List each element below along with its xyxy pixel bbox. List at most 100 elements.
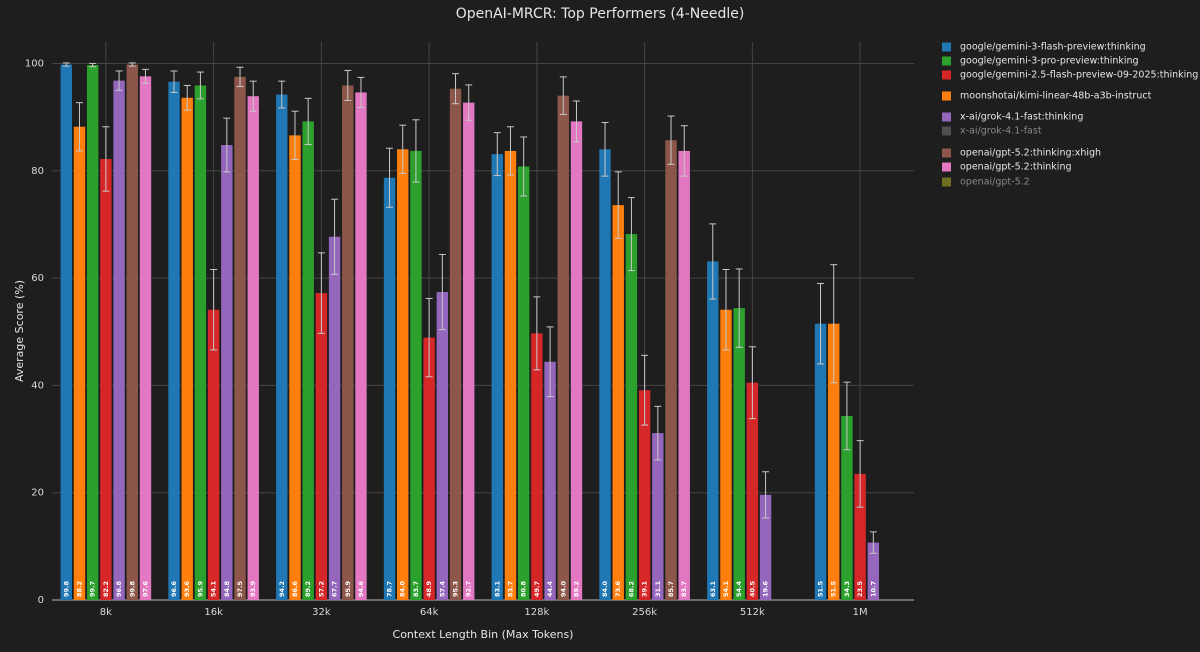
bar <box>168 81 180 600</box>
legend-label[interactable]: moonshotai/kimi-linear-48b-a3b-instruct <box>960 91 1152 102</box>
legend-label[interactable]: openai/gpt-5.2:thinking:xhigh <box>960 148 1101 159</box>
data-label: 73.6 <box>614 580 622 597</box>
data-label: 40.5 <box>748 580 756 597</box>
bar <box>194 85 207 601</box>
y-tick-label: 60 <box>31 273 44 284</box>
bar <box>665 140 677 601</box>
data-label: 54.1 <box>210 580 218 597</box>
x-tick-label: 16k <box>204 607 223 618</box>
data-label: 80.8 <box>520 580 528 597</box>
bar <box>463 102 475 600</box>
x-tick-label: 128k <box>524 607 549 618</box>
x-tick-label: 8k <box>100 607 112 618</box>
bar <box>423 337 435 600</box>
bar <box>814 323 827 600</box>
bar <box>449 88 462 601</box>
data-label: 97.5 <box>236 580 244 597</box>
data-label: 78.7 <box>386 581 394 597</box>
data-label: 84.0 <box>399 580 407 597</box>
data-label: 57.2 <box>317 581 325 597</box>
legend-swatch[interactable] <box>942 56 951 66</box>
x-tick-label: 32k <box>312 607 331 618</box>
legend-label[interactable]: openai/gpt-5.2:thinking <box>960 162 1072 173</box>
bar <box>867 542 880 600</box>
data-label: 99.7 <box>89 581 97 597</box>
data-label: 94.0 <box>559 580 567 597</box>
bar <box>531 333 543 600</box>
data-label: 89.2 <box>304 581 312 597</box>
data-label: 84.8 <box>223 580 231 597</box>
legend-label[interactable]: google/gemini-2.5-flash-preview-09-2025:… <box>960 70 1198 81</box>
bar <box>100 158 112 600</box>
data-label: 44.4 <box>546 580 554 597</box>
legend-swatch[interactable] <box>942 177 951 187</box>
legend-swatch[interactable] <box>942 42 951 52</box>
bar <box>720 309 732 600</box>
data-label: 84.0 <box>601 580 609 597</box>
data-label: 23.5 <box>856 580 864 597</box>
bar <box>828 323 840 600</box>
data-label: 39.1 <box>641 580 649 597</box>
data-label: 92.7 <box>465 581 473 597</box>
data-label: 51.5 <box>817 580 825 597</box>
legend-swatch[interactable] <box>942 70 951 80</box>
legend-swatch[interactable] <box>942 91 951 101</box>
bar <box>504 150 517 601</box>
data-label: 96.8 <box>115 580 123 597</box>
bar <box>289 135 301 600</box>
bar <box>342 85 354 601</box>
bar <box>612 205 624 600</box>
legend-label[interactable]: x-ai/grok-4.1-fast <box>960 126 1042 137</box>
bar <box>599 149 611 601</box>
data-label: 67.7 <box>331 581 339 597</box>
data-label: 34.3 <box>843 581 851 597</box>
bar <box>491 154 503 600</box>
bar <box>544 361 556 600</box>
data-label: 95.3 <box>452 581 460 597</box>
bar <box>221 145 233 600</box>
bar <box>638 390 651 600</box>
chart-title: OpenAI-MRCR: Top Performers (4-Needle) <box>456 6 745 22</box>
bar <box>557 95 569 601</box>
data-label: 63.1 <box>709 580 717 597</box>
data-label: 97.6 <box>141 580 149 597</box>
data-label: 95.9 <box>196 580 204 597</box>
data-label: 57.4 <box>438 580 446 597</box>
x-tick-label: 64k <box>420 607 439 618</box>
data-label: 68.2 <box>627 581 635 597</box>
data-label: 83.7 <box>412 581 420 597</box>
legend-swatch[interactable] <box>942 112 951 122</box>
legend-swatch[interactable] <box>942 148 951 158</box>
legend-label[interactable]: x-ai/grok-4.1-fast:thinking <box>960 112 1083 123</box>
data-label: 85.7 <box>667 581 675 597</box>
data-label: 31.1 <box>654 580 662 597</box>
bar <box>410 150 422 601</box>
legend-label[interactable]: openai/gpt-5.2 <box>960 177 1030 188</box>
bar <box>759 494 772 600</box>
data-label: 49.7 <box>533 581 541 597</box>
bar <box>139 76 152 601</box>
bar <box>73 126 86 601</box>
data-label: 54.1 <box>722 580 730 597</box>
data-label: 88.2 <box>75 581 83 597</box>
bar <box>397 149 409 601</box>
legend-label[interactable]: google/gemini-3-flash-preview:thinking <box>960 42 1146 53</box>
x-tick-label: 1M <box>853 607 868 618</box>
bar <box>707 261 719 600</box>
bar <box>247 96 259 601</box>
legend-label[interactable]: google/gemini-3-pro-preview:thinking <box>960 56 1139 67</box>
bar <box>652 433 664 600</box>
y-tick-label: 0 <box>38 595 44 606</box>
legend-swatch[interactable] <box>942 126 951 136</box>
legend-swatch[interactable] <box>942 162 951 172</box>
y-tick-label: 20 <box>31 488 44 499</box>
data-label: 94.6 <box>357 580 365 597</box>
data-label: 89.2 <box>572 581 580 597</box>
bar <box>328 236 341 600</box>
data-label: 82.2 <box>102 581 110 597</box>
data-label: 19.6 <box>762 580 770 597</box>
data-label: 99.8 <box>62 580 70 597</box>
data-label: 83.7 <box>680 581 688 597</box>
bar <box>854 473 866 600</box>
